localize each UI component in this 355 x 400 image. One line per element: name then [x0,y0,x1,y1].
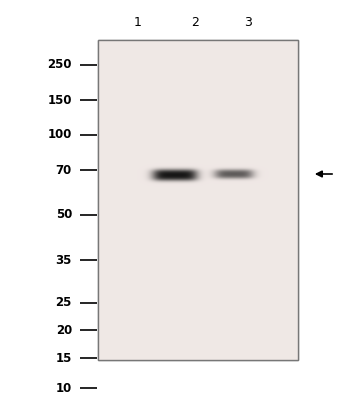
Text: 70: 70 [56,164,72,176]
Text: 250: 250 [48,58,72,72]
Text: 3: 3 [244,16,252,28]
Text: 2: 2 [191,16,199,28]
Bar [98,40,298,360]
Text: 50: 50 [56,208,72,222]
Text: 10: 10 [56,382,72,394]
Text: 150: 150 [48,94,72,106]
Text: 20: 20 [56,324,72,336]
Text: 100: 100 [48,128,72,142]
Text: 25: 25 [56,296,72,310]
Text: 35: 35 [56,254,72,266]
Text: 1: 1 [134,16,142,28]
Bar [98,40,298,360]
Text: 15: 15 [56,352,72,364]
